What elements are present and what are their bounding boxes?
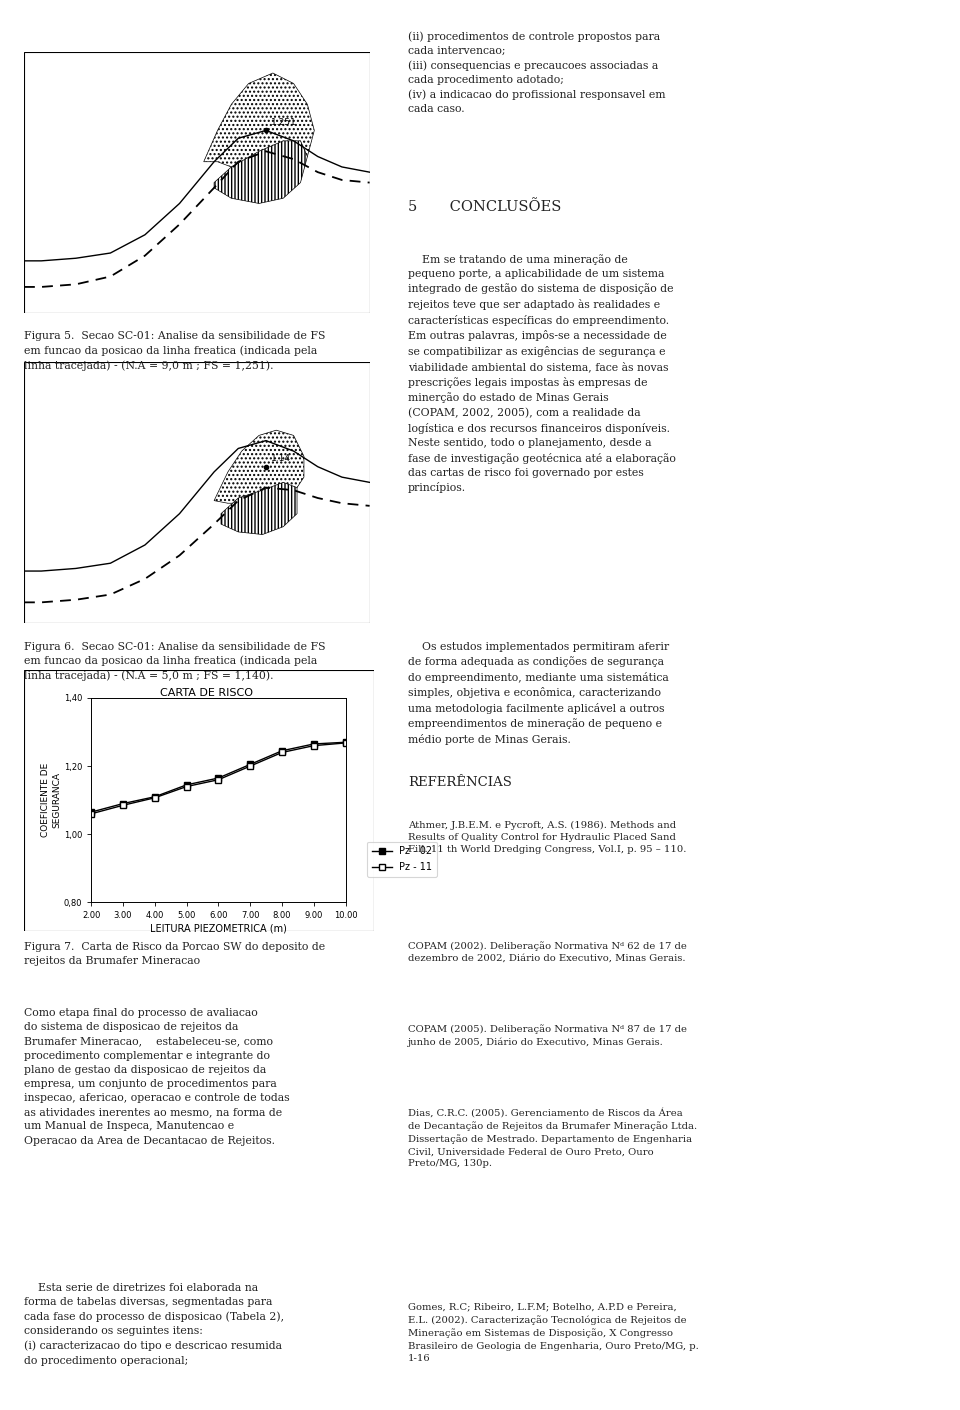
Pz - 02 <box>276 742 288 759</box>
Text: Figura 5.  Secao SC-01: Analise da sensibilidade de FS
em funcao da posicao da l: Figura 5. Secao SC-01: Analise da sensib… <box>24 331 325 371</box>
Text: COPAM (2005). Deliberação Normativa Nᵈ 87 de 17 de
junho de 2005, Diário do Exec: COPAM (2005). Deliberação Normativa Nᵈ 8… <box>408 1024 687 1048</box>
Text: PORÇÃO "SW": PORÇÃO "SW" <box>167 713 246 726</box>
Y-axis label: COEFICIENTE DE
SEGURANCA: COEFICIENTE DE SEGURANCA <box>40 763 60 838</box>
Pz - 02 <box>180 777 192 794</box>
Text: REFERÊNCIAS: REFERÊNCIAS <box>408 776 512 788</box>
Text: CARTA DE RISCO: CARTA DE RISCO <box>159 688 252 698</box>
Text: 5       CONCLUSÕES: 5 CONCLUSÕES <box>408 200 562 214</box>
X-axis label: LEITURA PIEZOMETRICA (m): LEITURA PIEZOMETRICA (m) <box>150 924 287 933</box>
Pz - 02 <box>117 795 129 812</box>
Text: Como etapa final do processo de avaliacao
do sistema de disposicao de rejeitos d: Como etapa final do processo de avaliaca… <box>24 1008 290 1145</box>
Pz - 11 <box>85 805 97 822</box>
Legend: Pz - 02, Pz - 11: Pz - 02, Pz - 11 <box>368 842 438 877</box>
Polygon shape <box>204 73 314 172</box>
Text: Gomes, R.C; Ribeiro, L.F.M; Botelho, A.P.D e Pereira,
E.L. (2002). Caracterizaçã: Gomes, R.C; Ribeiro, L.F.M; Botelho, A.P… <box>408 1303 699 1362</box>
Text: Esta serie de diretrizes foi elaborada na
forma de tabelas diversas, segmentadas: Esta serie de diretrizes foi elaborada n… <box>24 1283 284 1366</box>
Text: Em se tratando de uma mineração de
pequeno porte, a aplicabilidade de um sistema: Em se tratando de uma mineração de peque… <box>408 254 676 494</box>
Pz - 11 <box>180 778 192 795</box>
Pz - 11 <box>245 757 256 774</box>
Pz - 02 <box>340 733 351 750</box>
Pz - 11 <box>212 771 224 788</box>
Pz - 11 <box>308 737 320 754</box>
Pz - 11 <box>117 797 129 814</box>
Text: 1.251: 1.251 <box>271 118 297 127</box>
Text: (ii) procedimentos de controle propostos para
cada intervencao;
(iii) consequenc: (ii) procedimentos de controle propostos… <box>408 31 665 114</box>
Line: Pz - 02: Pz - 02 <box>87 739 349 815</box>
Text: Athmer, J.B.E.M. e Pycroft, A.S. (1986). Methods and
Results of Quality Control : Athmer, J.B.E.M. e Pycroft, A.S. (1986).… <box>408 821 686 854</box>
Text: Figura 6.  Secao SC-01: Analise da sensibilidade de FS
em funcao da posicao da l: Figura 6. Secao SC-01: Analise da sensib… <box>24 642 325 681</box>
Text: COPAM (2002). Deliberação Normativa Nᵈ 62 de 17 de
dezembro de 2002, Diário do E: COPAM (2002). Deliberação Normativa Nᵈ 6… <box>408 942 686 963</box>
Pz - 11 <box>149 790 160 807</box>
Pz - 02 <box>212 770 224 787</box>
Text: Os estudos implementados permitiram aferir
de forma adequada as condições de seg: Os estudos implementados permitiram afer… <box>408 642 669 744</box>
Text: Dias, C.R.C. (2005). Gerenciamento de Riscos da Área
de Decantação de Rejeitos d: Dias, C.R.C. (2005). Gerenciamento de Ri… <box>408 1108 697 1169</box>
Line: Pz - 11: Pz - 11 <box>87 739 349 818</box>
Text: Figura 7.  Carta de Risco da Porcao SW do deposito de
rejeitos da Brumafer Miner: Figura 7. Carta de Risco da Porcao SW do… <box>24 942 325 966</box>
Pz - 02 <box>245 756 256 773</box>
Polygon shape <box>214 430 304 503</box>
Text: 1.14: 1.14 <box>271 454 291 464</box>
Pz - 11 <box>340 735 351 752</box>
Polygon shape <box>221 482 297 534</box>
Polygon shape <box>214 141 307 203</box>
Pz - 11 <box>276 744 288 761</box>
Pz - 02 <box>308 736 320 753</box>
Pz - 02 <box>149 788 160 805</box>
Pz - 02 <box>85 804 97 821</box>
